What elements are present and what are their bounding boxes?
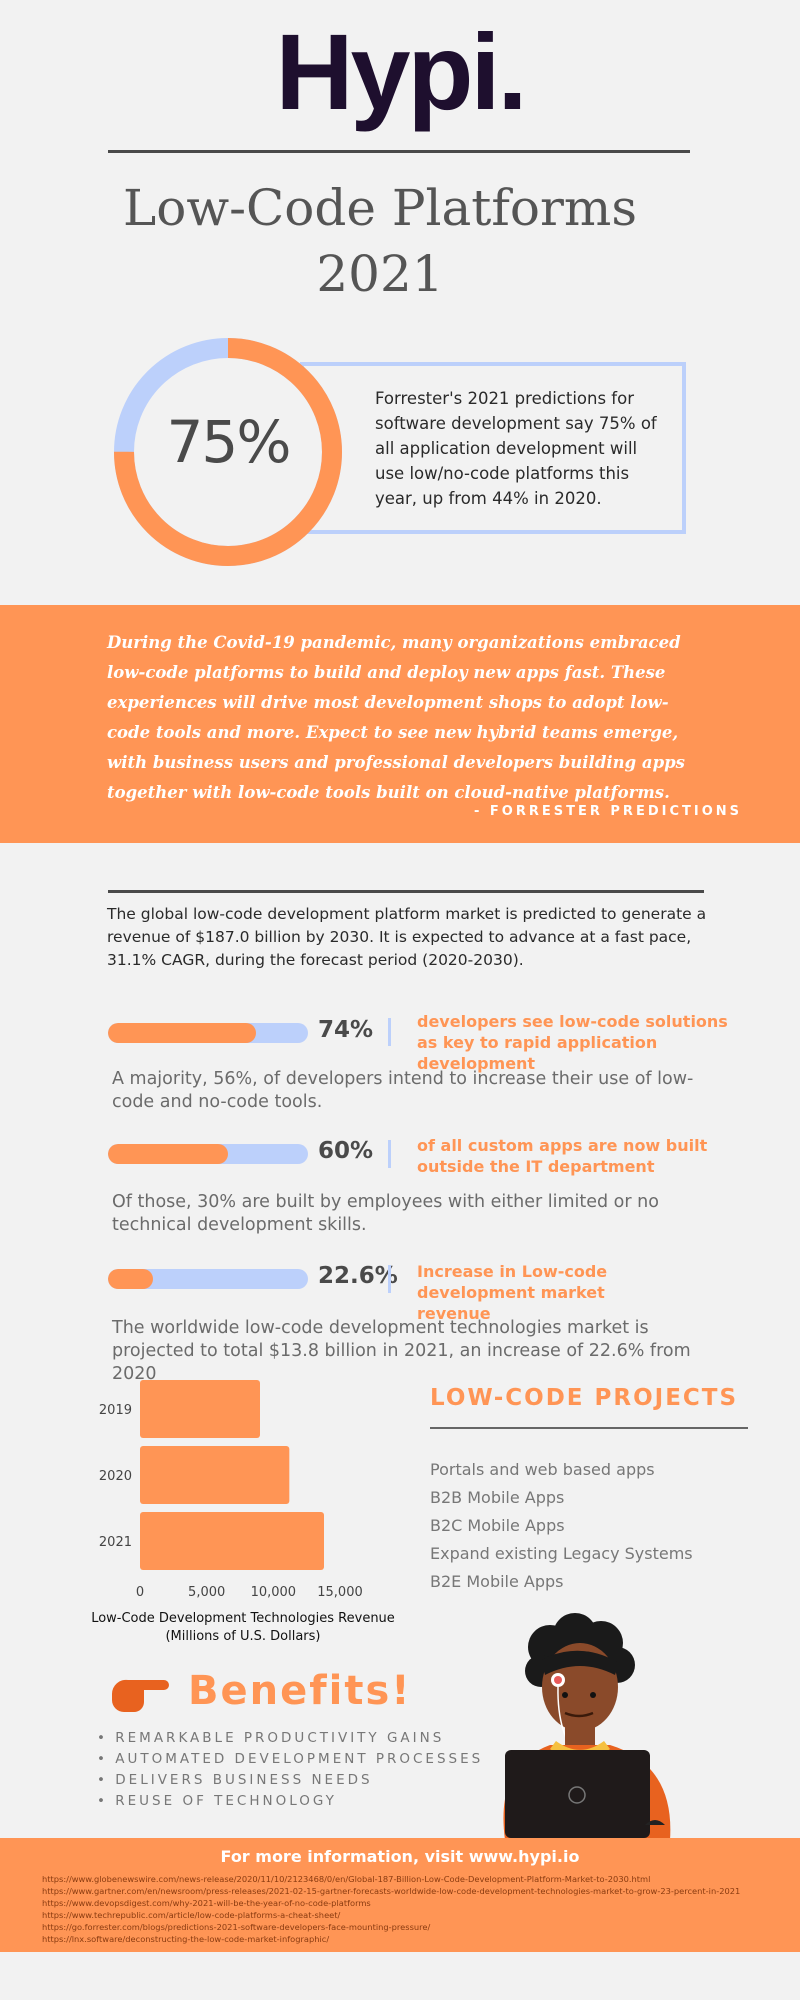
hero-stat-text: Forrester's 2021 predictions for softwar… xyxy=(375,389,657,508)
forrester-quote: During the Covid-19 pandemic, many organ… xyxy=(107,633,685,802)
x-tick-label: 0 xyxy=(136,1585,144,1600)
stat-detail-2: Of those, 30% are built by employees wit… xyxy=(112,1192,659,1235)
category-label-2020: 2020 xyxy=(99,1469,132,1484)
project-item: B2B Mobile Apps xyxy=(430,1488,565,1507)
benefit-item: • AUTOMATED DEVELOPMENT PROCESSES xyxy=(97,1751,484,1767)
ring-fill xyxy=(114,338,342,566)
header-divider xyxy=(108,150,690,153)
reference-link[interactable]: https://www.techrepublic.com/article/low… xyxy=(42,1910,341,1920)
stat-bar-2-fill xyxy=(108,1144,228,1164)
pointing-hand-icon xyxy=(111,1679,169,1712)
footer-heading: For more information, visit www.hypi.io xyxy=(220,1847,580,1866)
benefit-item: • DELIVERS BUSINESS NEEDS xyxy=(97,1772,373,1788)
stat-bar-3-fill xyxy=(108,1269,154,1289)
x-tick-label: 10,000 xyxy=(251,1585,296,1600)
stat-percent-2: 60% xyxy=(318,1138,374,1164)
revenue-bar-chart: 2019 2020 2021 0 5,000 10,000 15,000 xyxy=(99,1380,363,1600)
projects-heading: LOW-CODE PROJECTS xyxy=(430,1385,739,1411)
stat-bar-1-fill xyxy=(108,1023,256,1043)
project-item: B2C Mobile Apps xyxy=(430,1516,565,1535)
reference-link[interactable]: https://www.globenewswire.com/news-relea… xyxy=(42,1874,651,1884)
stat-label-3: Increase in Low-code development market … xyxy=(417,1262,608,1323)
chart-xlabel: Low-Code Development Technologies Revenu… xyxy=(91,1611,395,1644)
stat-divider-3 xyxy=(388,1265,391,1293)
reference-link[interactable]: https://lnx.software/deconstructing-the-… xyxy=(42,1934,330,1944)
developer-illustration xyxy=(503,1613,671,1840)
quote-band xyxy=(0,605,800,843)
projects-divider xyxy=(430,1427,748,1429)
reference-link[interactable]: https://www.devopsdigest.com/why-2021-wi… xyxy=(42,1898,371,1908)
benefits-title: Benefits! xyxy=(188,1668,412,1714)
stat-bar-3 xyxy=(108,1269,308,1289)
reference-link[interactable]: https://www.gartner.com/en/newsroom/pres… xyxy=(42,1886,741,1896)
stat-label-2: of all custom apps are now built outside… xyxy=(417,1136,708,1176)
bar-2019 xyxy=(140,1380,260,1438)
benefit-item: • REMARKABLE PRODUCTIVITY GAINS xyxy=(97,1730,445,1746)
progress-ring xyxy=(114,338,342,566)
footer-band xyxy=(0,1838,800,1952)
category-label-2021: 2021 xyxy=(99,1535,132,1550)
benefit-item: • REUSE OF TECHNOLOGY xyxy=(97,1793,337,1809)
bar-2021 xyxy=(140,1512,324,1570)
quote-source: - FORRESTER PREDICTIONS xyxy=(474,804,742,819)
x-tick-label: 15,000 xyxy=(317,1585,363,1600)
stat-detail-1: A majority, 56%, of developers intend to… xyxy=(112,1069,694,1112)
stat-divider-1 xyxy=(388,1018,391,1046)
stat-label-1: developers see low-code solutions as key… xyxy=(417,1012,728,1073)
market-text: The global low-code development platform… xyxy=(107,905,707,969)
project-item: Portals and web based apps xyxy=(430,1460,655,1479)
x-tick-label: 5,000 xyxy=(188,1585,225,1600)
hypi-logo: Hypi. xyxy=(275,11,527,132)
hero-percent: 75% xyxy=(166,408,292,476)
stat-bar-1 xyxy=(108,1023,308,1043)
category-label-2019: 2019 xyxy=(99,1403,132,1418)
stat-divider-2 xyxy=(388,1140,391,1168)
project-item: Expand existing Legacy Systems xyxy=(430,1544,693,1563)
reference-link[interactable]: https://go.forrester.com/blogs/predictio… xyxy=(42,1922,431,1932)
stat-bar-2 xyxy=(108,1144,308,1164)
project-item: B2E Mobile Apps xyxy=(430,1572,564,1591)
stat-percent-3: 22.6% xyxy=(318,1263,398,1289)
stat-percent-1: 74% xyxy=(318,1017,374,1043)
stat-detail-3: The worldwide low-code development techn… xyxy=(112,1318,691,1384)
market-divider xyxy=(108,890,704,893)
bar-2020 xyxy=(140,1446,290,1504)
page-title: Low-Code Platforms 2021 xyxy=(123,179,637,303)
